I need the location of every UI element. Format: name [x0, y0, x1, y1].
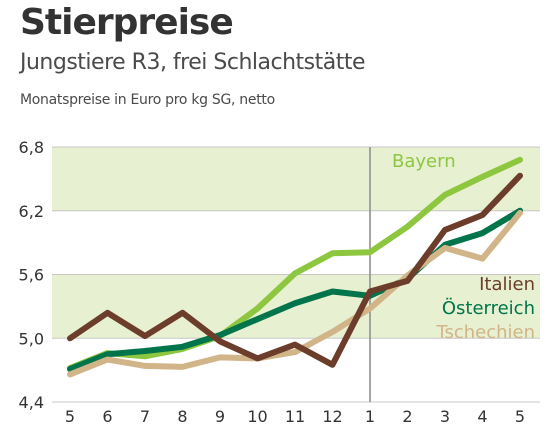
x-tick-label-12: 5 [515, 407, 525, 426]
chart-title: Stierpreise [20, 2, 234, 43]
legend-label-3: Italien [479, 274, 535, 295]
series-line-1 [67, 207, 523, 373]
series-line-2 [67, 209, 523, 378]
band-3 [52, 147, 540, 211]
x-tick-label-7: 12 [322, 407, 342, 426]
y-axis-ticks: 4,4 5,0 5,6 6,2 6,8 [19, 138, 44, 412]
legend-label-2: Tschechien [435, 322, 535, 343]
x-tick-label-9: 2 [402, 407, 412, 426]
y-tick-label-0: 4,4 [19, 393, 44, 412]
y-tick-label-2: 5,6 [19, 266, 44, 285]
x-tick-label-1: 6 [102, 407, 112, 426]
x-tick-label-0: 5 [65, 407, 75, 426]
legend: Bayern Österreich Tschechien Italien [392, 151, 535, 343]
x-tick-label-6: 11 [285, 407, 305, 426]
y-tick-label-3: 6,2 [19, 202, 44, 221]
series-line-3 [67, 172, 523, 368]
x-tick-label-3: 8 [177, 407, 187, 426]
chart-caption: Monatspreise in Euro pro kg SG, netto [20, 92, 275, 108]
series-line-0 [67, 156, 523, 371]
x-tick-label-2: 7 [140, 407, 150, 426]
legend-label-0: Bayern [392, 151, 456, 172]
y-tick-label-4: 6,8 [19, 138, 44, 157]
x-tick-label-11: 4 [477, 407, 487, 426]
x-tick-label-10: 3 [440, 407, 450, 426]
legend-label-1: Österreich [442, 297, 535, 319]
x-tick-label-8: 1 [365, 407, 375, 426]
x-tick-label-4: 9 [215, 407, 225, 426]
series-lines [67, 156, 523, 378]
x-tick-label-5: 10 [247, 407, 267, 426]
x-axis-ticks: 5 6 7 8 9 10 11 12 1 2 3 4 5 [65, 407, 525, 426]
chart-subtitle: Jungstiere R3, frei Schlachtstätte [20, 50, 366, 75]
y-tick-label-1: 5,0 [19, 329, 44, 348]
